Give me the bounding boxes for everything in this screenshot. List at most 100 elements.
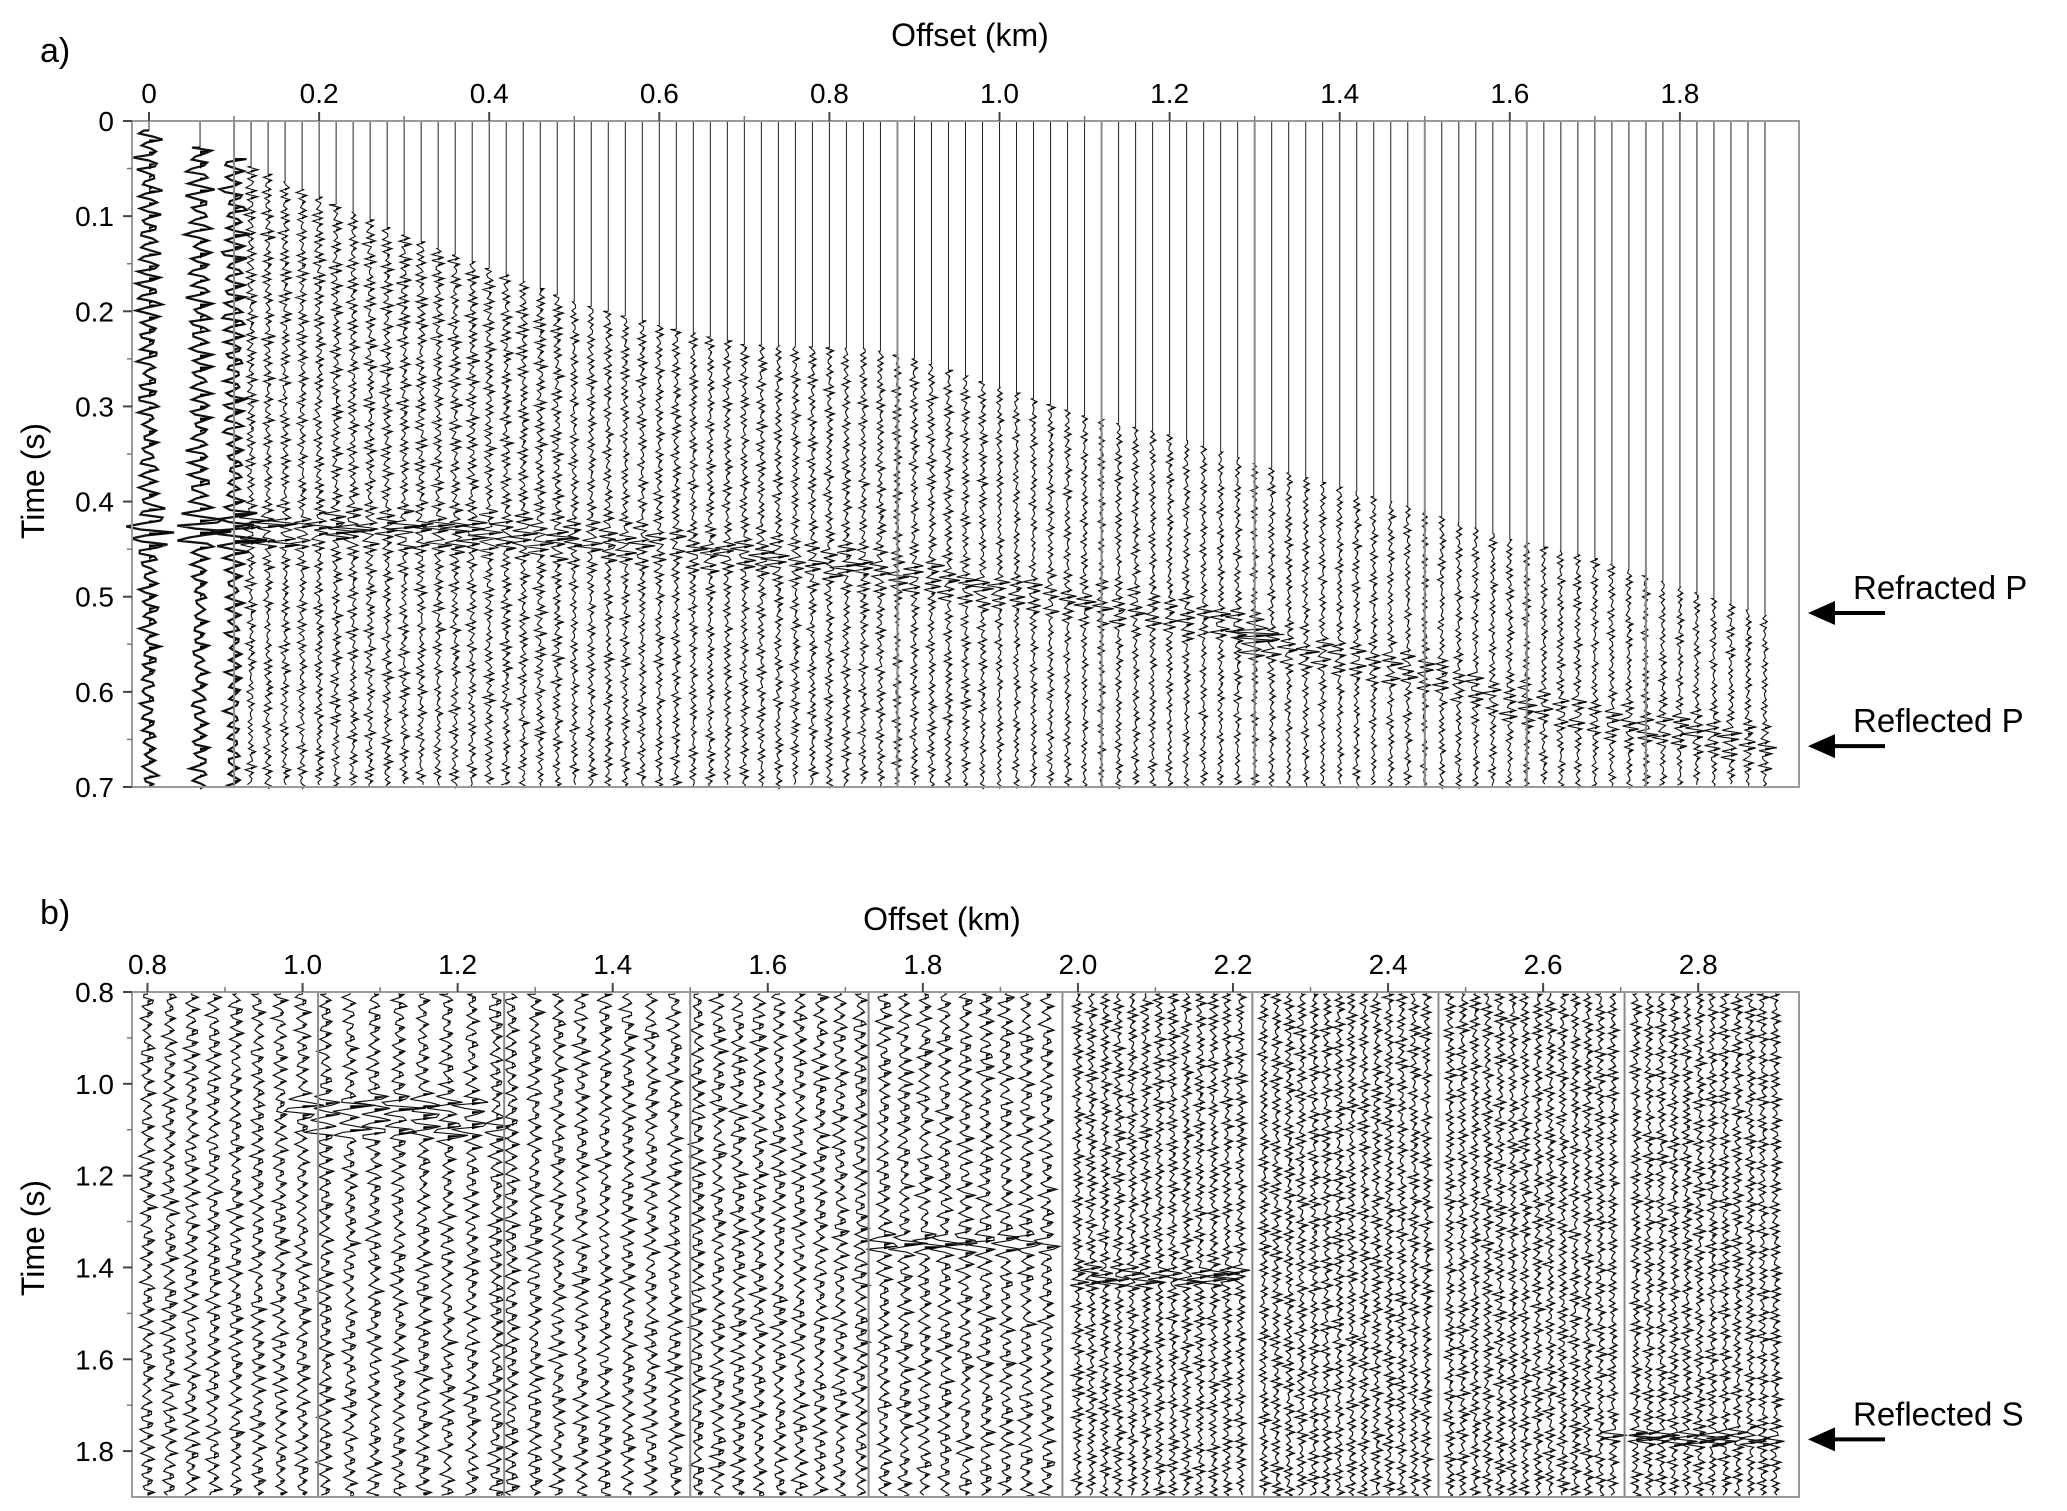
trace-fill xyxy=(302,1000,325,1496)
trace-fill xyxy=(1575,997,1582,1496)
trace-fill xyxy=(1424,517,1436,788)
seismic-trace xyxy=(937,369,961,785)
seismic-trace xyxy=(1132,993,1161,1496)
seismic-trace xyxy=(1379,993,1398,1496)
panel-a-label: a) xyxy=(40,32,70,70)
seismic-trace xyxy=(523,287,554,787)
trace-fill xyxy=(1356,498,1367,790)
trace-fill xyxy=(1339,997,1347,1496)
seismic-trace xyxy=(247,993,269,1496)
seismic-trace xyxy=(1126,426,1147,785)
seismic-trace xyxy=(1448,521,1467,787)
seismic-trace xyxy=(810,993,832,1496)
seismic-trace xyxy=(1540,993,1559,1496)
seismic-trace xyxy=(1174,993,1200,1496)
trace-fill xyxy=(1240,997,1251,1490)
trace-fill xyxy=(472,261,488,778)
seismic-trace xyxy=(1342,993,1361,1496)
seismic-trace xyxy=(1454,993,1473,1496)
seismic-trace xyxy=(1651,580,1674,786)
seismic-trace xyxy=(1364,496,1382,786)
trace-fill xyxy=(761,348,775,781)
seismic-trace xyxy=(1481,533,1502,787)
seismic-trace xyxy=(1533,546,1554,785)
trace-fill xyxy=(1159,997,1170,1496)
seismic-trace xyxy=(748,344,776,787)
trace-fill xyxy=(605,994,614,1499)
annotation-label: Reflected P xyxy=(1853,702,2024,739)
trace-fill xyxy=(540,288,554,778)
trace-fill xyxy=(1414,1006,1422,1499)
y-tick-label: 1.6 xyxy=(75,1344,114,1375)
seismic-trace xyxy=(1643,993,1680,1496)
y-tick-label: 0.6 xyxy=(75,677,114,708)
trace-fill xyxy=(581,994,590,1499)
annotation-label: Refracted P xyxy=(1853,569,2027,606)
seismic-trace xyxy=(1209,451,1232,786)
trace-fill xyxy=(1662,593,1674,786)
y-tick-label: 1.4 xyxy=(75,1252,114,1283)
trace-fill xyxy=(1577,554,1587,789)
x-tick-label: 2.0 xyxy=(1058,949,1097,980)
x-tick-label: 1.4 xyxy=(593,949,632,980)
seismic-trace xyxy=(1680,592,1705,785)
trace-fill xyxy=(1475,531,1485,787)
seismic-trace xyxy=(386,234,427,785)
trace-fill xyxy=(319,197,333,777)
trace-fill xyxy=(1512,997,1520,1496)
trace-fill xyxy=(840,1003,849,1499)
trace-fill xyxy=(710,340,720,784)
seismic-trace xyxy=(1669,993,1701,1496)
trace-fill xyxy=(1301,994,1310,1487)
trace-fill xyxy=(511,997,521,1493)
seismic-trace xyxy=(426,993,469,1496)
trace-fill xyxy=(1276,994,1284,1499)
x-tick-label: 2.8 xyxy=(1679,949,1718,980)
trace-fill xyxy=(1713,601,1721,788)
trace-fill xyxy=(1712,997,1731,1490)
trace-fill xyxy=(1326,1000,1334,1499)
trace-fill xyxy=(1679,593,1691,786)
seismic-trace xyxy=(786,345,806,785)
annotation-arrow-head xyxy=(1808,734,1835,759)
trace-fill xyxy=(1389,994,1396,1493)
seismic-trace xyxy=(126,129,175,786)
trace-fill xyxy=(1525,997,1533,1496)
seismic-trace xyxy=(1586,558,1603,788)
x-tick-label: 1.8 xyxy=(1660,78,1699,109)
seismic-trace xyxy=(1397,505,1419,786)
seismic-trace xyxy=(355,219,380,788)
seismic-trace xyxy=(224,993,246,1496)
seismic-trace xyxy=(1295,477,1321,787)
trace-fill xyxy=(1450,997,1458,1499)
seismic-trace xyxy=(598,310,619,786)
panel-a-y-axis-title: Time (s) xyxy=(15,423,51,539)
seismic-trace xyxy=(570,993,592,1496)
seismic-trace xyxy=(374,227,400,787)
seismic-trace xyxy=(422,247,456,786)
y-tick-label: 0.1 xyxy=(75,201,114,232)
seismic-trace xyxy=(1706,993,1738,1496)
trace-fill xyxy=(1390,510,1404,787)
seismic-trace xyxy=(1716,603,1743,785)
seismic-trace xyxy=(1467,993,1483,1496)
trace-fill xyxy=(1587,997,1595,1496)
trace-fill xyxy=(1026,1003,1043,1499)
trace-fill xyxy=(535,1000,545,1496)
trace-fill xyxy=(1135,430,1147,785)
trace-fill xyxy=(860,1000,871,1496)
panel-a-x-ticks: 0 0.2 0.4 0.6 0.8 1.0 1.2 1.4 1.6 1.8 xyxy=(141,78,1699,121)
trace-fill xyxy=(1186,997,1200,1496)
trace-fill xyxy=(1426,997,1434,1490)
x-tick-label: 1.2 xyxy=(1150,78,1189,109)
trace-fill xyxy=(999,393,1011,790)
trace-fill xyxy=(1376,1003,1384,1496)
seismic-trace xyxy=(1276,472,1298,786)
trace-fill xyxy=(1067,413,1077,789)
trace-fill xyxy=(1145,1003,1160,1496)
x-tick-label: 2.4 xyxy=(1369,949,1408,980)
trace-fill xyxy=(1763,997,1773,1496)
trace-fill xyxy=(1725,994,1738,1493)
trace-fill xyxy=(1084,418,1097,788)
seismic-trace xyxy=(1196,445,1214,786)
